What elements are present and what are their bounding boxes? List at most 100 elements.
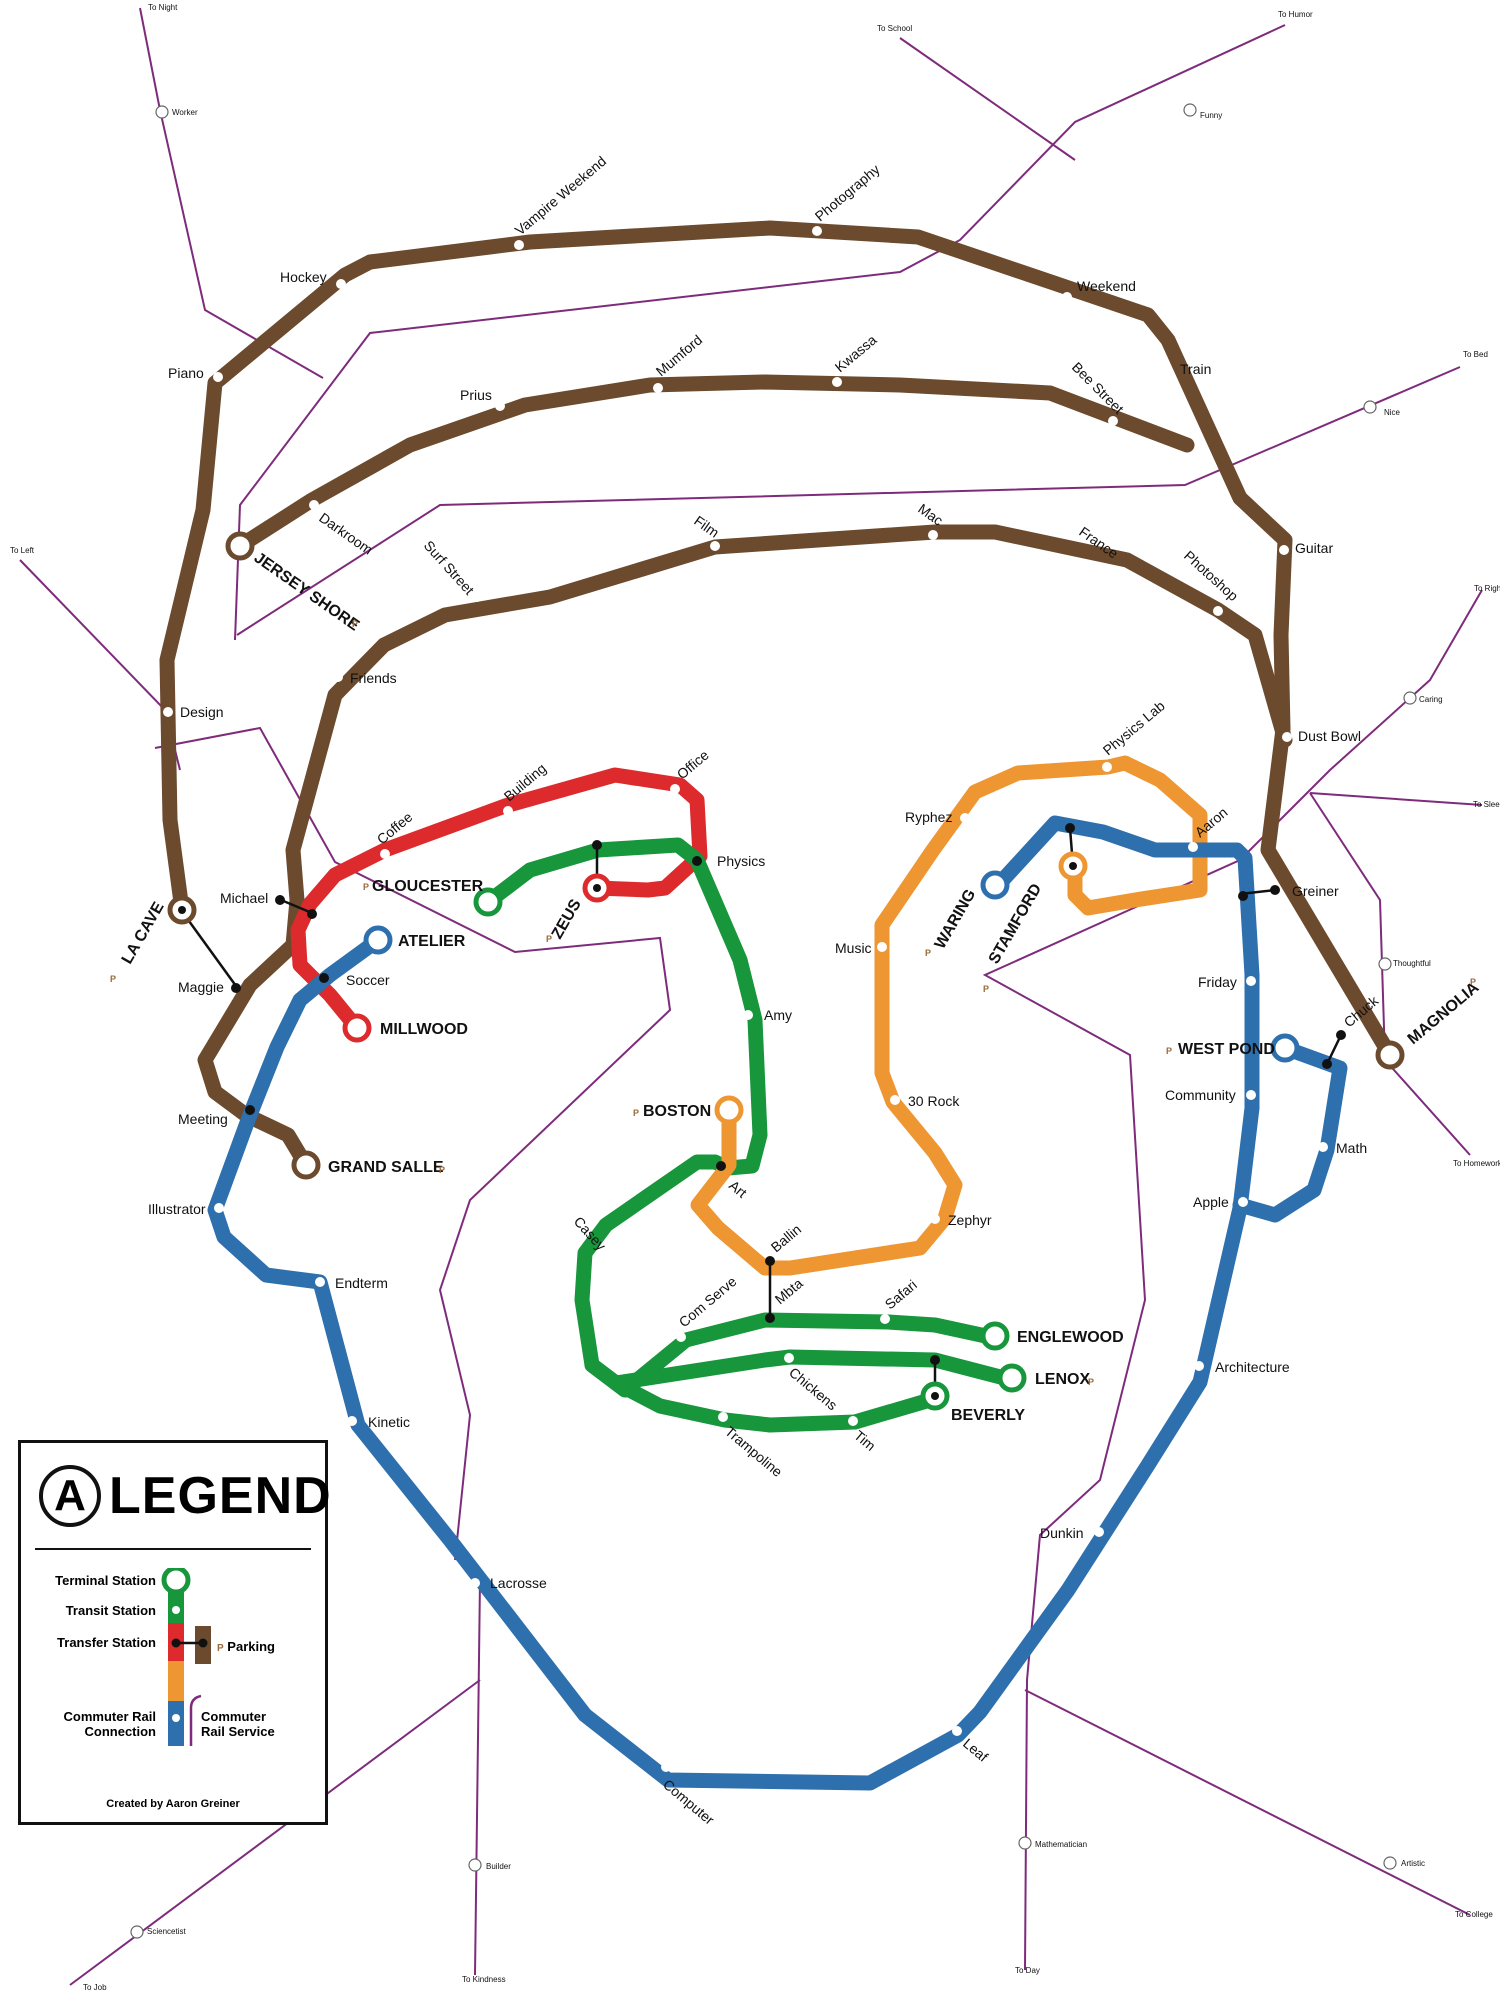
station-label-30-rock: 30 Rock	[908, 1093, 960, 1109]
station-dot-france[interactable]	[1097, 566, 1107, 576]
transfer-dot-mbta[interactable]	[765, 1313, 775, 1323]
legend-commuter-dot	[172, 1714, 180, 1722]
station-dot-tim[interactable]	[848, 1416, 858, 1426]
transfer-dot-chuck-blue[interactable]	[1322, 1059, 1332, 1069]
legend-transfer-station: Transfer Station	[57, 1635, 156, 1650]
terminal-ring-lenox[interactable]	[997, 1363, 1027, 1393]
terminal-ring-waring[interactable]	[980, 870, 1010, 900]
station-dot-darkroom[interactable]	[309, 500, 319, 510]
station-dot-architecture[interactable]	[1194, 1361, 1204, 1371]
station-dot-guitar[interactable]	[1279, 545, 1289, 555]
station-dot-aaron[interactable]	[1188, 842, 1198, 852]
station-dot-apple[interactable]	[1238, 1197, 1248, 1207]
station-dot-zephyr[interactable]	[930, 1214, 940, 1224]
transfer-dot-michael-brown[interactable]	[275, 895, 285, 905]
terminal-ring-jersey-shore[interactable]	[225, 531, 255, 561]
station-dot-friends[interactable]	[333, 672, 343, 682]
transfer-dot-michael-red[interactable]	[307, 909, 317, 919]
transfer-dot-greiner-blue[interactable]	[1238, 891, 1248, 901]
station-label-illustrator: Illustrator	[148, 1201, 206, 1217]
station-dot-mumford[interactable]	[653, 383, 663, 393]
station-dot-endterm[interactable]	[315, 1277, 325, 1287]
transfer-dot-art[interactable]	[716, 1161, 726, 1171]
terminal-ring-millwood[interactable]	[342, 1013, 372, 1043]
rail-label-worker: Worker	[172, 108, 198, 117]
transfer-dot-zeus-top[interactable]	[592, 840, 602, 850]
station-dot-office[interactable]	[670, 784, 680, 794]
station-dot-bee-street[interactable]	[1108, 416, 1118, 426]
transfer-dot-ballin[interactable]	[765, 1256, 775, 1266]
station-dot-community[interactable]	[1246, 1090, 1256, 1100]
station-dot-kinetic[interactable]	[347, 1416, 357, 1426]
rail-dot-worker[interactable]	[155, 105, 169, 119]
rail-dot-artistic[interactable]	[1383, 1856, 1397, 1870]
station-label-friday: Friday	[1198, 974, 1237, 990]
transfer-dot-chuck-brown[interactable]	[1336, 1030, 1346, 1040]
terminal-ring-boston[interactable]	[714, 1095, 744, 1125]
transfer-dot-beverly-top[interactable]	[930, 1355, 940, 1365]
rail-dot-funny[interactable]	[1183, 103, 1197, 117]
station-dot-music[interactable]	[877, 942, 887, 952]
station-dot-safari[interactable]	[880, 1314, 890, 1324]
transfer-dot-meeting[interactable]	[245, 1105, 255, 1115]
station-dot-math[interactable]	[1318, 1142, 1328, 1152]
station-dot-com-serve[interactable]	[676, 1332, 686, 1342]
rail-dot-caring[interactable]	[1403, 691, 1417, 705]
terminal-ring-englewood[interactable]	[980, 1321, 1010, 1351]
station-dot-building[interactable]	[503, 806, 513, 816]
station-dot-illustrator[interactable]	[214, 1203, 224, 1213]
terminal-ring-grand-salle[interactable]	[291, 1150, 321, 1180]
rail-label-builder: Builder	[486, 1862, 511, 1871]
station-dot-vampire-weekend[interactable]	[514, 240, 524, 250]
station-dot-lacrosse[interactable]	[470, 1578, 480, 1588]
station-dot-casey[interactable]	[600, 1245, 610, 1255]
transfer-dot-physics[interactable]	[692, 856, 702, 866]
station-dot-design[interactable]	[163, 707, 173, 717]
station-dot-leaf[interactable]	[952, 1726, 962, 1736]
terminal-label-atelier: ATELIER	[398, 933, 466, 950]
station-label-tim: Tim	[851, 1427, 879, 1454]
transfer-dot-maggie[interactable]	[231, 983, 241, 993]
station-dot-train[interactable]	[1163, 367, 1173, 377]
rail-dot-sciencetist[interactable]	[130, 1925, 144, 1939]
rail-dot-mathematician[interactable]	[1018, 1836, 1032, 1850]
terminal-ring-magnolia[interactable]	[1375, 1040, 1405, 1070]
parking-stamford: P	[983, 984, 989, 994]
station-dot-surf-street[interactable]	[472, 592, 482, 602]
transfer-dot-greiner-brown[interactable]	[1270, 885, 1280, 895]
rail-term-to-night: To Night	[148, 3, 178, 12]
legend-credit: Created by Aaron Greiner	[106, 1798, 240, 1810]
station-dot-amy[interactable]	[743, 1010, 753, 1020]
station-dot-physics-lab[interactable]	[1102, 762, 1112, 772]
station-label-hockey: Hockey	[280, 269, 327, 285]
station-label-community: Community	[1165, 1087, 1236, 1103]
station-dot-computer[interactable]	[661, 1762, 671, 1772]
station-dot-dust-bowl[interactable]	[1282, 732, 1292, 742]
station-dot-ryphez[interactable]	[960, 813, 970, 823]
station-dot-mac[interactable]	[928, 530, 938, 540]
station-dot-kwassa[interactable]	[832, 377, 842, 387]
station-dot-dunkin[interactable]	[1094, 1527, 1104, 1537]
station-dot-weekend[interactable]	[1062, 292, 1072, 302]
station-dot-chickens[interactable]	[784, 1353, 794, 1363]
rail-dot-thoughtful[interactable]	[1378, 957, 1392, 971]
rail-dot-nice[interactable]	[1363, 400, 1377, 414]
rail-forehead-2	[236, 366, 1461, 636]
transfer-dot-soccer[interactable]	[319, 973, 329, 983]
station-dot-photography[interactable]	[812, 226, 822, 236]
rail-dot-builder[interactable]	[468, 1858, 482, 1872]
station-dot-friday[interactable]	[1246, 976, 1256, 986]
terminal-ring-gloucester[interactable]	[473, 887, 503, 917]
station-dot-piano[interactable]	[213, 372, 223, 382]
transfer-dot-stamford-top[interactable]	[1065, 823, 1075, 833]
terminal-ring-west-pond[interactable]	[1270, 1033, 1300, 1063]
station-dot-trampoline[interactable]	[718, 1412, 728, 1422]
station-dot-coffee[interactable]	[380, 849, 390, 859]
station-dot-prius[interactable]	[495, 401, 505, 411]
station-dot-hockey[interactable]	[336, 279, 346, 289]
legend-box: A LEGEND Terminal Station Transit Statio…	[18, 1440, 331, 1825]
station-dot-film[interactable]	[710, 541, 720, 551]
station-dot-30-rock[interactable]	[890, 1095, 900, 1105]
station-dot-photoshop[interactable]	[1213, 606, 1223, 616]
terminal-ring-atelier[interactable]	[363, 925, 393, 955]
